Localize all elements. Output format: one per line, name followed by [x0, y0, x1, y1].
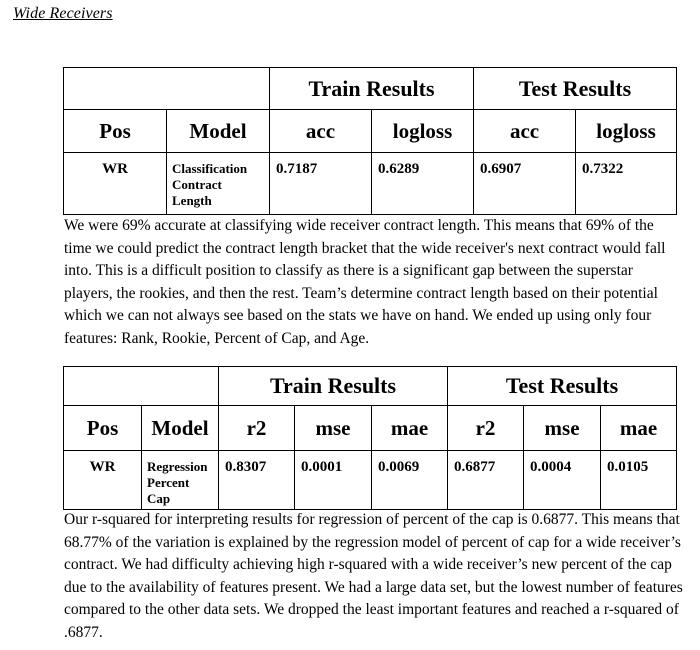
row-pos: WR	[63, 450, 142, 510]
test-results-header: Test Results	[473, 67, 678, 110]
train-mae-value: 0.0069	[370, 450, 449, 510]
col-header-train-mse: mse	[294, 405, 372, 451]
row-model: Regression Percent Cap	[141, 450, 219, 510]
row-pos: WR	[63, 152, 167, 215]
col-header-train-logloss: logloss	[370, 109, 475, 153]
model-line: Contract	[172, 177, 222, 192]
train-results-header: Train Results	[268, 67, 475, 110]
table-column-header-row: Pos Model r2 mse mae r2 mse mae	[63, 405, 678, 451]
col-header-model: Model	[141, 405, 219, 451]
table-column-header-row: Pos Model acc logloss acc logloss	[63, 109, 678, 153]
table-group-header-row: Train Results Test Results	[63, 67, 678, 110]
train-r2-value: 0.8307	[218, 450, 295, 510]
test-results-header: Test Results	[447, 366, 678, 406]
table-row: WR Classification Contract Length 0.7187 0…	[63, 152, 678, 215]
col-header-train-mae: mae	[370, 405, 449, 451]
test-acc-value: 0.6907	[473, 152, 577, 215]
regression-summary-paragraph: Our r-squared for interpreting results f…	[64, 511, 683, 641]
col-header-pos: Pos	[63, 109, 167, 153]
table-empty-cell	[63, 67, 270, 110]
col-header-test-acc: acc	[473, 109, 577, 153]
model-line: Classification	[172, 161, 248, 176]
train-acc-value: 0.7187	[269, 152, 372, 215]
classification-results-table: Train Results Test Results Pos Model acc…	[63, 67, 678, 215]
train-mse-value: 0.0001	[294, 450, 372, 510]
model-line: Cap	[147, 491, 171, 506]
model-line: Length	[172, 193, 212, 208]
section-heading: Wide Receivers	[13, 5, 113, 22]
model-line: Percent	[147, 475, 190, 490]
table-group-header-row: Train Results Test Results	[63, 366, 678, 406]
test-logloss-value: 0.7322	[575, 152, 678, 215]
col-header-test-mae: mae	[600, 405, 678, 451]
model-line: Regression	[147, 459, 208, 474]
test-mse-value: 0.0004	[523, 450, 602, 510]
test-r2-value: 0.6877	[447, 450, 525, 510]
train-results-header: Train Results	[217, 366, 449, 406]
col-header-test-mse: mse	[523, 405, 602, 451]
col-header-pos: Pos	[63, 405, 142, 451]
row-model: Classification Contract Length	[166, 152, 270, 215]
col-header-model: Model	[166, 109, 270, 153]
col-header-test-logloss: logloss	[575, 109, 678, 153]
table-row: WR Regression Percent Cap 0.8307 0.0001 0.…	[63, 450, 678, 510]
col-header-test-r2: r2	[447, 405, 525, 451]
col-header-train-acc: acc	[269, 109, 372, 153]
test-mae-value: 0.0105	[600, 450, 678, 510]
regression-results-table: Train Results Test Results Pos Model r2 …	[63, 366, 678, 510]
classification-summary-paragraph: We were 69% accurate at classifying wide…	[64, 217, 666, 347]
table-empty-cell	[63, 366, 219, 406]
col-header-train-r2: r2	[218, 405, 295, 451]
train-logloss-value: 0.6289	[370, 152, 475, 215]
